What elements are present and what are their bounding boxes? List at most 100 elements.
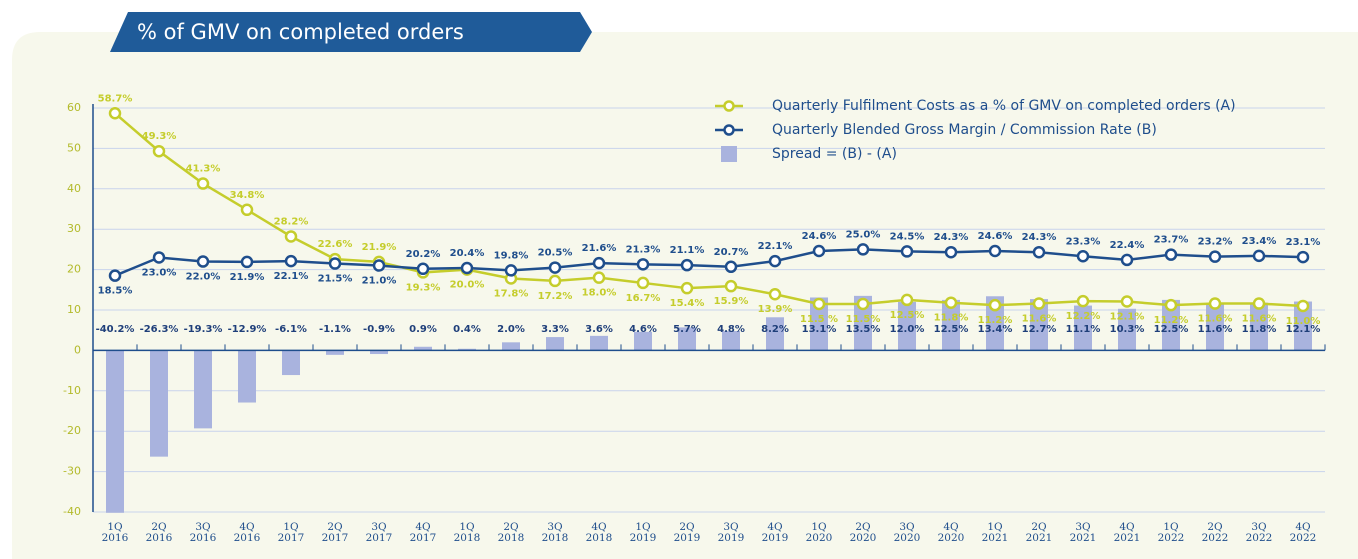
data-label: 21.3%: [626, 244, 661, 255]
bar: [502, 342, 520, 351]
x-tick-label-line: 4Q: [415, 521, 431, 533]
data-label: 23.1%: [1286, 237, 1321, 248]
x-tick-label: 3Q 2020: [894, 521, 921, 544]
x-tick-label: 4Q 2021: [1114, 521, 1141, 544]
x-tick-label-line: 2017: [410, 532, 437, 544]
marker: [636, 276, 650, 290]
x-tick-label-line: 2021: [982, 532, 1009, 544]
data-label: 58.7%: [98, 93, 133, 104]
data-label: 15.9%: [714, 296, 749, 307]
x-tick-label-line: 2Q: [855, 521, 871, 533]
y-tick-label: 30: [67, 222, 81, 235]
bar: [590, 335, 608, 351]
data-label: 21.6%: [582, 243, 617, 254]
data-label: 13.1%: [802, 324, 837, 335]
legend-swatch: [721, 146, 737, 162]
data-label: 21.9%: [362, 242, 397, 253]
data-label: 24.5%: [890, 231, 925, 242]
data-label: 20.5%: [538, 248, 573, 259]
y-tick-label: 20: [67, 263, 81, 276]
marker: [1296, 250, 1310, 264]
legend-swatch: [723, 124, 735, 136]
bar: [1074, 305, 1092, 351]
x-tick-label-line: 2019: [674, 532, 701, 544]
x-tick-label-line: 1Q: [987, 521, 1003, 533]
bar: [766, 317, 784, 351]
data-label: 21.1%: [670, 245, 705, 256]
x-tick-label: 4Q 2018: [586, 521, 613, 544]
marker: [108, 107, 122, 120]
data-label: 3.3%: [541, 324, 569, 335]
data-label: 19.8%: [494, 250, 529, 261]
data-label: 20.2%: [406, 249, 441, 260]
data-label: 12.0%: [890, 324, 925, 335]
data-label: 21.0%: [362, 276, 397, 287]
data-label: 22.6%: [318, 239, 353, 250]
x-tick-label-line: 2018: [498, 532, 525, 544]
x-tick-label: 1Q 2022: [1158, 521, 1185, 544]
bar: [942, 299, 960, 351]
marker: [1252, 249, 1266, 263]
y-tick-label: 0: [74, 343, 81, 356]
x-tick-label-line: 2019: [718, 532, 745, 544]
x-tick-label-line: 3Q: [195, 521, 211, 533]
data-label: 23.7%: [1154, 235, 1189, 246]
x-tick-label: 2Q 2020: [850, 521, 877, 544]
data-label: 11.2%: [978, 315, 1013, 326]
data-label: 12.5%: [1154, 324, 1189, 335]
y-tick-label: -30: [63, 465, 81, 478]
data-label: 20.7%: [714, 247, 749, 258]
marker: [284, 230, 298, 243]
x-tick-label: 2Q 2016: [146, 521, 173, 544]
y-tick-label: 40: [67, 182, 81, 195]
x-tick-label-line: 2018: [586, 532, 613, 544]
marker: [812, 244, 826, 258]
x-tick-label-line: 2018: [542, 532, 569, 544]
data-label: 25.0%: [846, 229, 881, 240]
data-label: -12.9%: [228, 324, 267, 335]
data-label: 8.2%: [761, 324, 789, 335]
data-label: 4.6%: [629, 324, 657, 335]
bar: [1250, 302, 1268, 351]
marker: [1164, 298, 1178, 312]
x-tick-label-line: 2020: [850, 532, 877, 544]
x-tick-label-line: 2019: [762, 532, 789, 544]
x-tick-label-line: 2022: [1290, 532, 1317, 544]
legend-label: Quarterly Blended Gross Margin / Commiss…: [772, 122, 1157, 138]
x-tick-label-line: 1Q: [811, 521, 827, 533]
data-label: 24.6%: [802, 231, 837, 242]
x-tick-label-line: 2021: [1026, 532, 1053, 544]
x-tick-label-line: 2022: [1158, 532, 1185, 544]
marker: [548, 274, 562, 288]
marker: [988, 244, 1002, 258]
x-tick-label-line: 2020: [938, 532, 965, 544]
data-label: -6.1%: [275, 324, 307, 335]
marker: [1120, 253, 1134, 267]
marker: [944, 296, 958, 309]
marker: [240, 203, 254, 217]
legend-label: Spread = (B) - (A): [772, 146, 897, 162]
data-label: 49.3%: [142, 131, 177, 142]
y-tick-label: -20: [63, 424, 81, 437]
x-tick-label: 3Q 2017: [366, 521, 393, 544]
bar: [810, 297, 828, 351]
data-label: -0.9%: [363, 324, 395, 335]
data-label: 22.4%: [1110, 240, 1145, 251]
bar: [722, 331, 740, 351]
marker: [900, 245, 914, 258]
marker: [680, 281, 694, 295]
x-tick-label-line: 2016: [146, 532, 173, 544]
x-tick-label-line: 2Q: [1031, 521, 1047, 533]
marker: [460, 261, 474, 275]
data-label: 18.0%: [582, 288, 617, 299]
marker: [856, 243, 870, 256]
x-tick-label-line: 3Q: [1251, 521, 1267, 533]
data-label: 20.4%: [450, 248, 485, 259]
data-label: 17.8%: [494, 288, 529, 299]
data-label: 2.0%: [497, 324, 525, 335]
x-tick-label-line: 2016: [102, 532, 129, 544]
marker: [328, 257, 342, 270]
marker: [724, 260, 738, 274]
x-tick-label-line: 1Q: [459, 521, 475, 533]
data-label: 23.0%: [142, 267, 177, 278]
